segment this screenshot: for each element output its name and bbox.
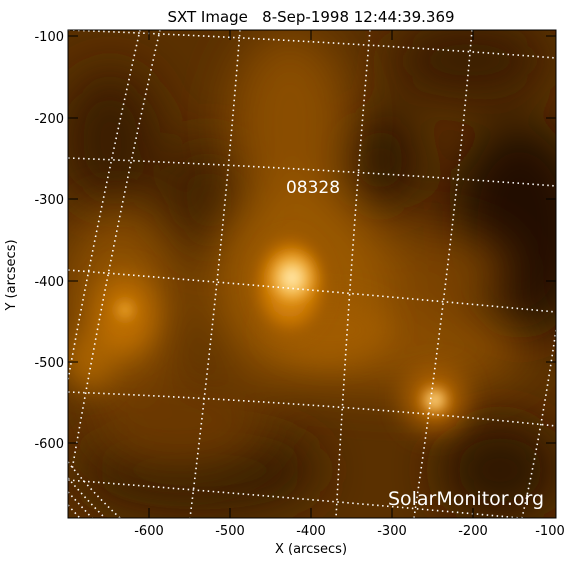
watermark: SolarMonitor.org: [388, 488, 544, 510]
y-tick-label: -200: [34, 112, 64, 127]
x-tick-label: -200: [458, 524, 488, 539]
y-tick-label: -600: [34, 437, 64, 452]
plot-frame: [67, 29, 557, 519]
figure-title: SXT Image 8-Sep-1998 12:44:39.369: [167, 8, 454, 26]
y-tick-label: -500: [34, 356, 64, 371]
y-tick-label: -300: [34, 193, 64, 208]
x-tick-label: -400: [296, 524, 326, 539]
sxt-image: 08328 SolarMonitor.org: [68, 30, 556, 518]
axis-ticks: [68, 30, 556, 518]
region-label: 08328: [286, 178, 340, 198]
y-axis-label: Y (arcsecs): [4, 239, 19, 311]
x-tick-label: -300: [377, 524, 407, 539]
x-axis-label: X (arcsecs): [275, 542, 347, 557]
x-tick-label: -600: [134, 524, 164, 539]
heliographic-grid: [68, 30, 556, 518]
y-tick-label: -100: [34, 30, 64, 45]
x-tick-label: -500: [215, 524, 245, 539]
x-tick-label: -100: [535, 524, 564, 539]
y-tick-label: -400: [34, 275, 64, 290]
